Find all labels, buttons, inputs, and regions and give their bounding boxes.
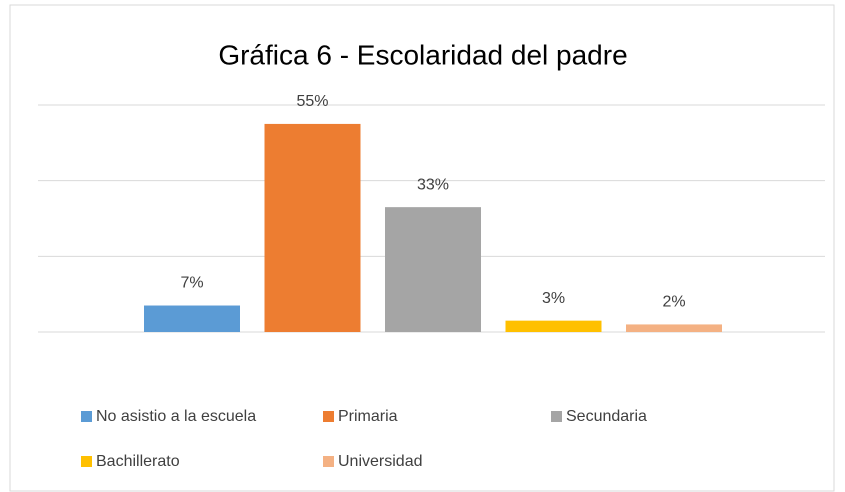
data-label: 7% [180,275,203,292]
legend-swatch [81,456,92,467]
data-label: 3% [542,290,565,307]
legend-swatch [323,456,334,467]
legend-swatch [81,411,92,422]
data-label: 2% [662,294,685,311]
legend-label: Universidad [338,453,422,470]
bar [144,305,240,332]
bar [626,324,722,332]
legend-swatch [551,411,562,422]
legend-label: No asistio a la escuela [96,408,256,425]
bar [505,320,602,332]
bar [385,207,481,332]
chart-title: Gráfica 6 - Escolaridad del padre [218,39,627,70]
data-label: 55% [296,93,328,110]
data-label: 33% [417,176,449,193]
legend-swatch [323,411,334,422]
legend-label: Primaria [338,408,398,425]
bar [264,123,361,333]
legend-label: Secundaria [566,408,647,425]
legend-label: Bachillerato [96,453,180,470]
